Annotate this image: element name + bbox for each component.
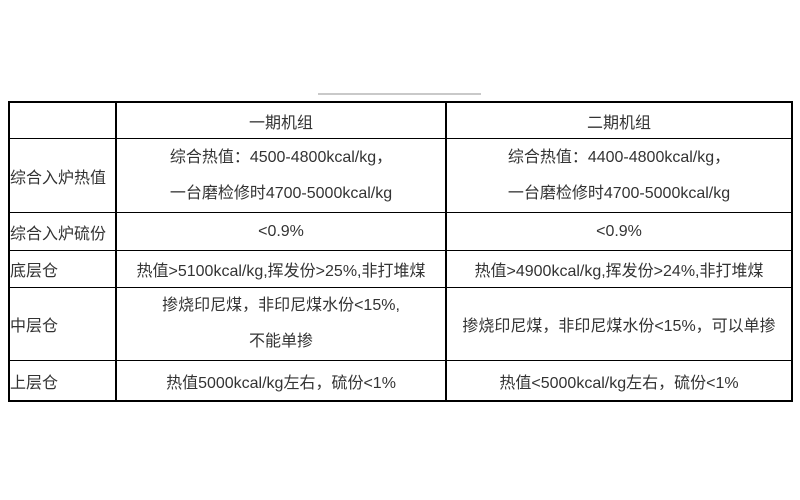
row-label: 底层仓 bbox=[8, 250, 117, 288]
header-corner-cell bbox=[8, 101, 117, 139]
cell-line: 一台磨检修时4700-5000kcal/kg bbox=[507, 184, 731, 202]
cell-line: 一台磨检修时4700-5000kcal/kg bbox=[169, 184, 393, 202]
caption-divider-line bbox=[318, 93, 481, 95]
unit2-cell: 热值<5000kcal/kg左右，硫份<1% bbox=[445, 360, 793, 402]
row-label: 综合入炉硫份 bbox=[8, 212, 117, 251]
cell-line: 不能单掺 bbox=[248, 333, 313, 350]
row-label: 综合入炉热值 bbox=[8, 138, 117, 213]
table-row-heat-value: 综合入炉热值 综合热值：4500-4800kcal/kg， 一台磨检修时4700… bbox=[8, 138, 793, 213]
row-label: 中层仓 bbox=[8, 287, 117, 361]
table-row-sulfur: 综合入炉硫份 <0.9% <0.9% bbox=[8, 212, 793, 251]
table-row-middle-bunker: 中层仓 掺烧印尼煤，非印尼煤水份<15%, 不能单掺 掺烧印尼煤，非印尼煤水份<… bbox=[8, 287, 793, 361]
unit2-cell: 掺烧印尼煤，非印尼煤水份<15%，可以单掺 bbox=[445, 287, 793, 361]
unit1-cell: 综合热值：4500-4800kcal/kg， 一台磨检修时4700-5000kc… bbox=[115, 138, 447, 213]
cell-line: 综合热值：4400-4800kcal/kg， bbox=[507, 148, 731, 166]
unit2-cell: 热值>4900kcal/kg,挥发份>24%,非打堆煤 bbox=[445, 250, 793, 288]
row-label: 上层仓 bbox=[8, 360, 117, 402]
header-unit1-cell: 一期机组 bbox=[115, 101, 447, 139]
table-row-upper-bunker: 上层仓 热值5000kcal/kg左右，硫份<1% 热值<5000kcal/kg… bbox=[8, 360, 793, 402]
table-header-row: 一期机组 二期机组 bbox=[8, 101, 793, 139]
unit1-cell: 热值>5100kcal/kg,挥发份>25%,非打堆煤 bbox=[115, 250, 447, 288]
unit1-cell: 热值5000kcal/kg左右，硫份<1% bbox=[115, 360, 447, 402]
coal-quality-table: 一期机组 二期机组 综合入炉热值 综合热值：4500-4800kcal/kg， … bbox=[8, 101, 793, 402]
unit2-cell: 综合热值：4400-4800kcal/kg， 一台磨检修时4700-5000kc… bbox=[445, 138, 793, 213]
cell-line: 掺烧印尼煤，非印尼煤水份<15%, bbox=[162, 297, 400, 314]
unit1-cell: <0.9% bbox=[115, 212, 447, 251]
unit1-cell: 掺烧印尼煤，非印尼煤水份<15%, 不能单掺 bbox=[115, 287, 447, 361]
table-row-bottom-bunker: 底层仓 热值>5100kcal/kg,挥发份>25%,非打堆煤 热值>4900k… bbox=[8, 250, 793, 288]
cell-line: 综合热值：4500-4800kcal/kg， bbox=[169, 148, 393, 166]
unit2-cell: <0.9% bbox=[445, 212, 793, 251]
header-unit2-cell: 二期机组 bbox=[445, 101, 793, 139]
